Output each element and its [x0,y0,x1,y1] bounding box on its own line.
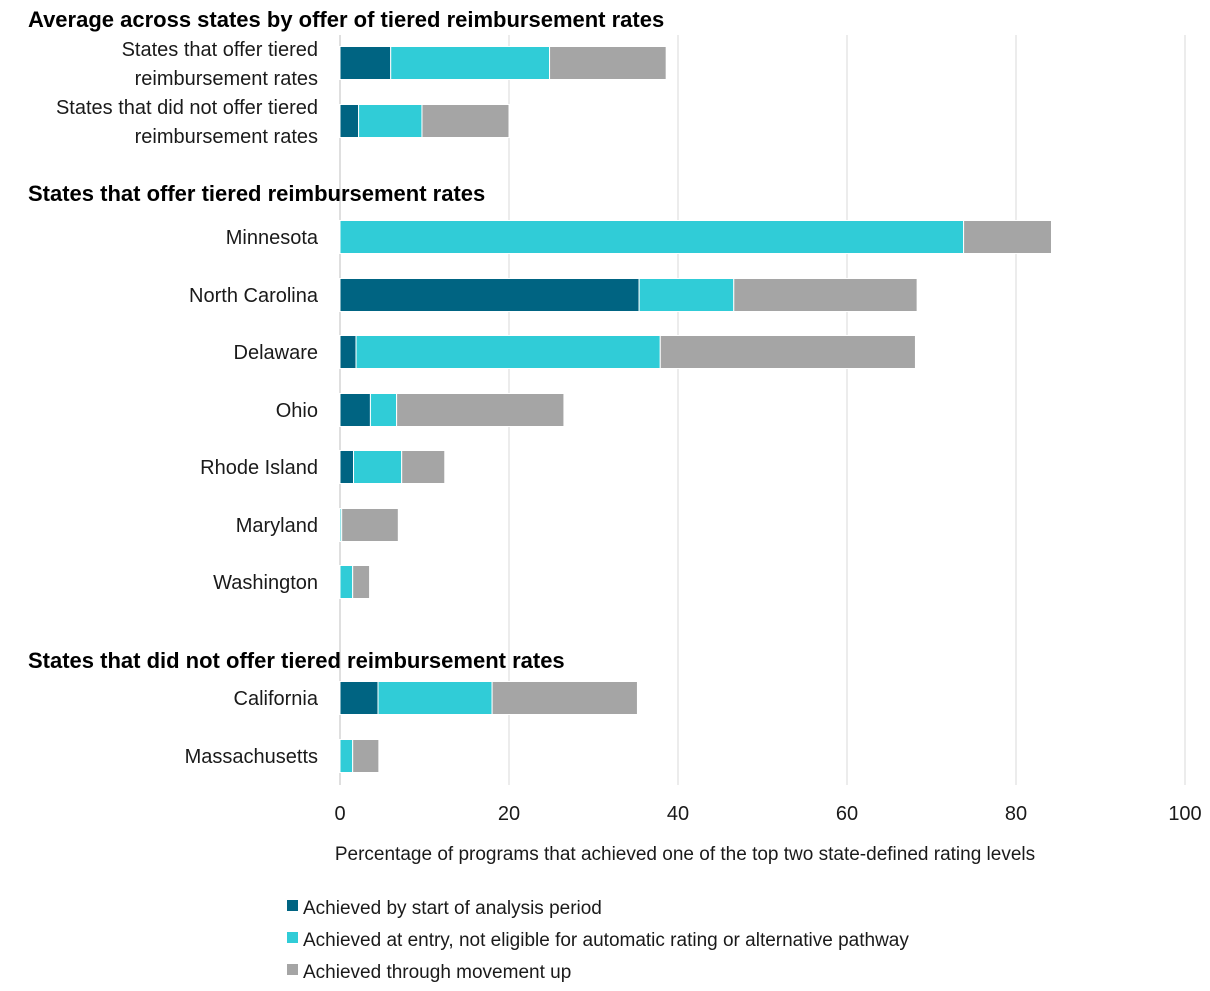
bars [339,46,1052,773]
bar-rhode-island-series-2 [353,450,403,484]
bar-ohio-series-1 [339,393,371,427]
bar-maryland-series-3 [341,508,399,542]
bar-north-carolina-series-3 [733,278,918,312]
bar-states-that-did-not-offer-tiered-reimbursement-rates-series-2 [358,104,423,138]
bar-states-that-did-not-offer-tiered-reimbursement-rates-series-1 [339,104,360,138]
category-label-maryland: Maryland [236,515,318,537]
bar-delaware-series-3 [659,335,916,369]
tick-label-60: 60 [836,803,858,825]
category-label-line: reimbursement rates [135,68,318,90]
category-label-california: California [234,688,319,710]
category-label-rhode-island: Rhode Island [200,457,318,479]
bar-california-series-3 [491,681,638,715]
bar-ohio-series-2 [369,393,398,427]
tick-label-100: 100 [1168,803,1201,825]
category-label-massachusetts: Massachusetts [185,746,318,768]
category-labels: States that offer tiered reimbursement ra… [56,39,319,768]
x-axis-title: Percentage of programs that achieved one… [335,844,1035,865]
bar-delaware-series-2 [355,335,661,369]
bar-washington-series-3 [352,565,371,599]
bar-north-carolina-series-2 [638,278,735,312]
bar-north-carolina-series-1 [339,278,640,312]
x-axis-ticks: 0 20 40 60 80 100 [334,803,1201,825]
bar-delaware-series-1 [339,335,357,369]
tick-label-0: 0 [334,803,345,825]
category-label-delaware: Delaware [234,342,318,364]
bar-states-that-offer-tiered-reimbursement-rates-series-1 [339,46,392,80]
legend-swatch-2 [287,932,298,943]
tick-label-20: 20 [498,803,520,825]
legend-label-1: Achieved by start of analysis period [303,898,602,919]
category-label-line: States that offer tiered [122,39,318,61]
category-label-line: reimbursement rates [135,126,318,148]
category-label-north-carolina: North Carolina [189,285,319,307]
bar-washington-series-2 [339,565,354,599]
legend-label-2: Achieved at entry, not eligible for auto… [303,930,909,951]
section-title-1: Average across states by offer of tiered… [28,7,664,32]
gridlines [339,35,1186,785]
tick-label-40: 40 [667,803,689,825]
category-label-states-that-offer-tiered-reimbursement-rates: States that offer tiered reimbursement ra… [122,39,318,90]
bar-massachusetts-series-2 [339,739,354,773]
legend-swatch-1 [287,900,298,911]
section-titles: Average across states by offer of tiered… [28,7,664,673]
bar-states-that-offer-tiered-reimbursement-rates-series-3 [549,46,667,80]
legend-swatch-3 [287,964,298,975]
bar-minnesota-series-3 [963,220,1052,254]
bar-states-that-offer-tiered-reimbursement-rates-series-2 [390,46,551,80]
category-label-minnesota: Minnesota [226,227,319,249]
legend-label-3: Achieved through movement up [303,962,571,983]
bar-minnesota-series-2 [339,220,965,254]
bar-rhode-island-series-1 [339,450,355,484]
bar-california-series-2 [377,681,493,715]
section-title-3: States that did not offer tiered reimbur… [28,648,565,673]
bar-states-that-did-not-offer-tiered-reimbursement-rates-series-3 [421,104,510,138]
legend: Achieved by start of analysis period Achi… [287,898,909,983]
bar-ohio-series-3 [396,393,565,427]
bar-california-series-1 [339,681,379,715]
section-title-2: States that offer tiered reimbursement r… [28,181,485,206]
category-label-states-that-did-not-offer-tiered-reimbursement-rates: States that did not offer tiered reimburs… [56,97,318,148]
bar-rhode-island-series-3 [401,450,446,484]
bar-massachusetts-series-3 [352,739,380,773]
category-label-line: States that did not offer tiered [56,97,318,119]
tick-label-80: 80 [1005,803,1027,825]
category-label-ohio: Ohio [276,400,318,422]
category-label-washington: Washington [213,572,318,594]
